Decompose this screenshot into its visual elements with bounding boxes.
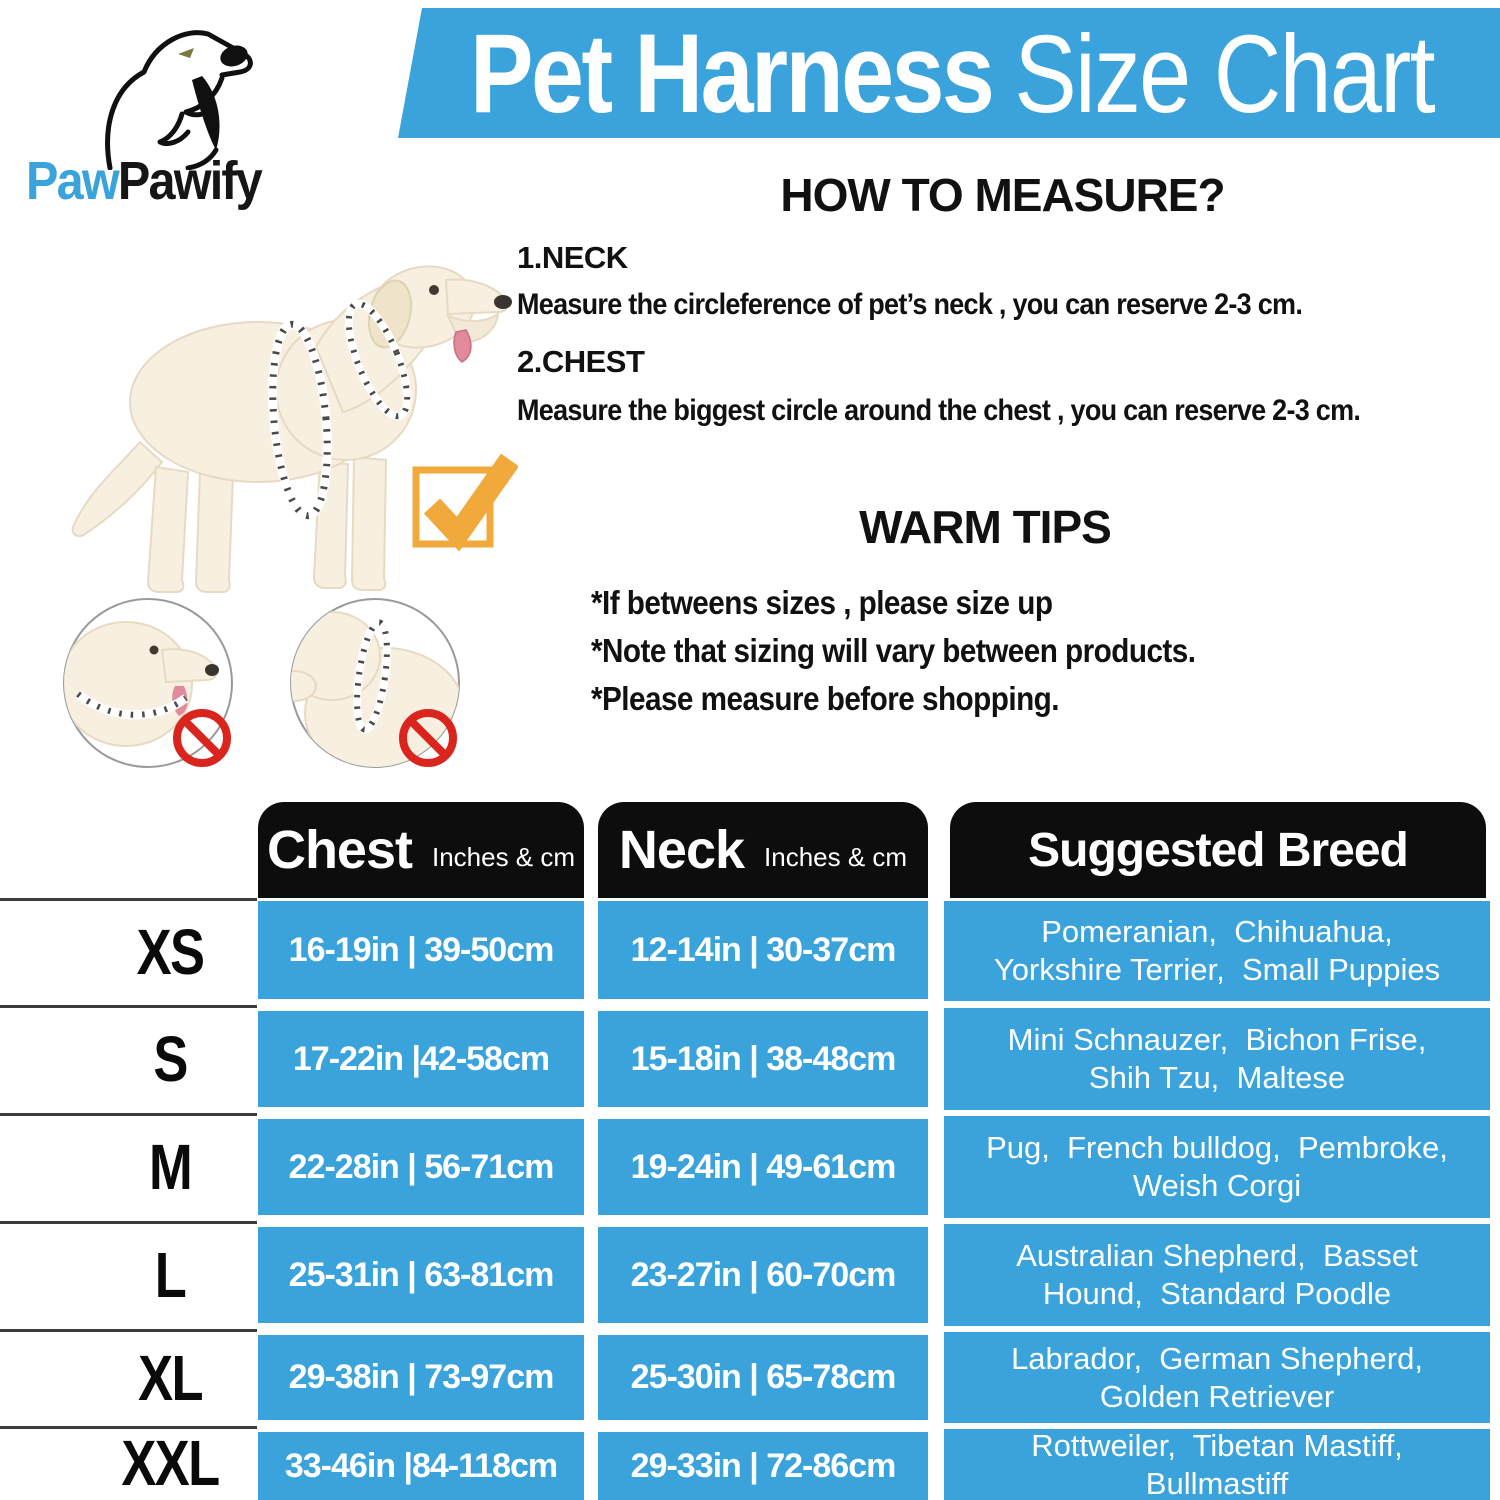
neck-header-sub: Inches & cm (764, 841, 908, 872)
neck-cell-xs: 12-14in | 30-37cm (598, 901, 928, 999)
neck-header-label: Neck (618, 820, 745, 880)
header-banner: Pet Harness Size Chart (398, 8, 1500, 138)
no-symbol-icon (399, 709, 457, 767)
size-label-xxl: XXL (121, 1427, 220, 1499)
neck-cell-xl: 25-30in | 65-78cm (598, 1335, 928, 1420)
size-label-s: S (153, 1023, 188, 1095)
chest-column-header: Chest Inches & cm (258, 802, 584, 898)
no-symbol-icon (173, 709, 231, 767)
chest-measuring-tape-icon (268, 319, 332, 521)
row-separator (0, 1426, 257, 1429)
brand-name-pawify: Pawify (117, 151, 263, 211)
neck-measuring-tape-icon (344, 299, 412, 421)
brand-name: PawPawify (26, 150, 263, 212)
row-separator (0, 1113, 257, 1116)
chest-cell-m: 22-28in | 56-71cm (258, 1119, 584, 1215)
neck-column-header: Neck Inches & cm (598, 802, 928, 898)
dog-head-logo-icon (105, 30, 253, 170)
breed-header-label: Suggested Breed (1028, 823, 1409, 877)
measure-step-2-text: Measure the biggest circle around the ch… (517, 394, 1361, 427)
page-title-bold: Pet Harness (470, 10, 995, 136)
chest-header-label: Chest (266, 820, 413, 880)
warm-tips-title: WARM TIPS (859, 501, 1112, 553)
chest-cell-xs: 16-19in | 39-50cm (258, 901, 584, 999)
size-label-xs: XS (136, 915, 205, 988)
main-dog-illustration (71, 265, 512, 593)
dog-tail (71, 440, 164, 537)
measure-step-1-text: Measure the circleference of pet’s neck … (517, 288, 1303, 321)
chest-cell-l: 25-31in | 63-81cm (258, 1227, 584, 1323)
size-label-m: M (148, 1131, 193, 1203)
dog-rear-leg (146, 465, 190, 593)
neck-cell-xxl: 29-33in | 72-86cm (598, 1432, 928, 1500)
breed-cell-xs: Pomeranian, Chihuahua, Yorkshire Terrier… (944, 901, 1490, 1001)
dog-rear-leg (194, 470, 235, 593)
measure-step-1-label: 1.NECK (517, 240, 628, 275)
how-to-measure-title: HOW TO MEASURE? (780, 169, 1225, 221)
neck-cell-m: 19-24in | 49-61cm (598, 1119, 928, 1215)
size-label-xl: XL (138, 1341, 203, 1414)
neck-cell-l: 23-27in | 60-70cm (598, 1227, 928, 1323)
row-separator (0, 898, 257, 901)
breed-cell-xl: Labrador, German Shepherd, Golden Retrie… (944, 1332, 1490, 1423)
breed-cell-s: Mini Schnauzer, Bichon Frise, Shih Tzu, … (944, 1008, 1490, 1110)
size-label-l: L (154, 1239, 187, 1311)
warm-tip-1: *If betweens sizes , please size up (591, 584, 1053, 621)
breed-cell-xxl: Rottweiler, Tibetan Mastiff, Bullmastiff (944, 1428, 1490, 1500)
chest-header-sub: Inches & cm (431, 841, 576, 872)
dog-front-leg (350, 455, 388, 591)
checkmark-icon (412, 453, 518, 552)
breed-cell-m: Pug, French bulldog, Pembroke, Weish Cor… (944, 1116, 1490, 1218)
breed-cell-l: Australian Shepherd, Basset Hound, Stand… (944, 1224, 1490, 1326)
page-title: Pet Harness Size Chart (470, 9, 1436, 138)
neck-cell-s: 15-18in | 38-48cm (598, 1011, 928, 1107)
dog-tongue (453, 329, 472, 363)
row-separator (0, 1005, 257, 1008)
page-title-light: Size Chart (1014, 12, 1435, 136)
measure-step-2-label: 2.CHEST (517, 344, 645, 379)
chest-cell-s: 17-22in |42-58cm (258, 1011, 584, 1107)
chest-cell-xxl: 33-46in |84-118cm (258, 1432, 584, 1500)
dog-front-leg (312, 460, 350, 589)
row-separator (0, 1221, 257, 1224)
warm-tip-2: *Note that sizing will vary between prod… (591, 632, 1196, 669)
warm-tip-3: *Please measure before shopping. (591, 680, 1060, 717)
measuring-insets (63, 598, 460, 768)
dog-nose (494, 295, 512, 309)
brand-name-paw: Paw (26, 151, 120, 211)
chest-cell-xl: 29-38in | 73-97cm (258, 1335, 584, 1420)
row-separator (0, 1329, 257, 1332)
breed-column-header: Suggested Breed (950, 802, 1486, 898)
dog-eye (429, 285, 439, 295)
